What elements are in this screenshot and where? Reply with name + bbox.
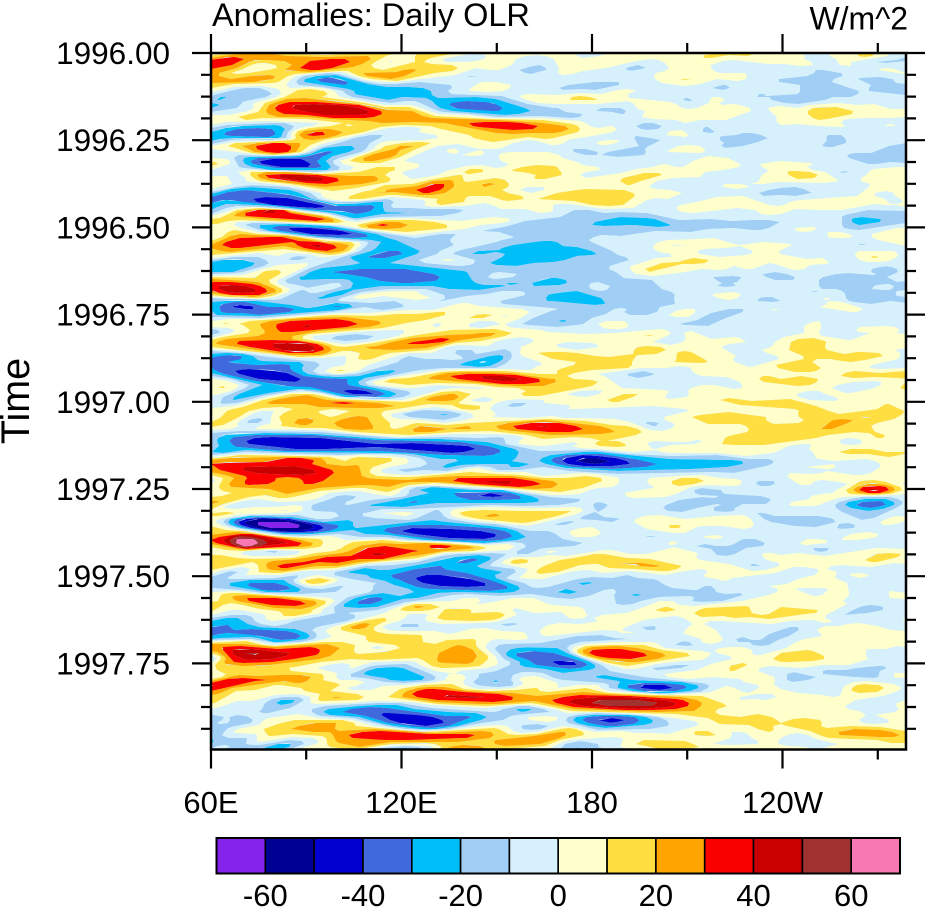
svg-text:-40: -40 bbox=[341, 878, 386, 907]
svg-text:20: 20 bbox=[639, 878, 673, 907]
svg-text:1996.00: 1996.00 bbox=[56, 35, 170, 71]
svg-text:-60: -60 bbox=[243, 878, 288, 907]
svg-text:1997.50: 1997.50 bbox=[56, 558, 170, 594]
svg-text:0: 0 bbox=[550, 878, 567, 907]
svg-text:W/m^2: W/m^2 bbox=[809, 1, 908, 37]
svg-text:120E: 120E bbox=[365, 785, 437, 820]
svg-text:40: 40 bbox=[736, 878, 770, 907]
svg-text:1997.00: 1997.00 bbox=[56, 384, 170, 420]
svg-text:1997.75: 1997.75 bbox=[56, 645, 170, 681]
svg-text:1996.50: 1996.50 bbox=[56, 209, 170, 245]
svg-text:1996.75: 1996.75 bbox=[56, 297, 170, 333]
svg-text:Anomalies: Daily OLR: Anomalies: Daily OLR bbox=[212, 0, 530, 33]
svg-text:-20: -20 bbox=[438, 878, 483, 907]
svg-text:60E: 60E bbox=[183, 785, 238, 820]
svg-text:60: 60 bbox=[834, 878, 868, 907]
svg-text:180: 180 bbox=[566, 785, 618, 820]
svg-text:120W: 120W bbox=[742, 785, 824, 820]
svg-text:Time: Time bbox=[0, 358, 38, 444]
svg-text:1997.25: 1997.25 bbox=[56, 471, 170, 507]
svg-text:1996.25: 1996.25 bbox=[56, 122, 170, 158]
